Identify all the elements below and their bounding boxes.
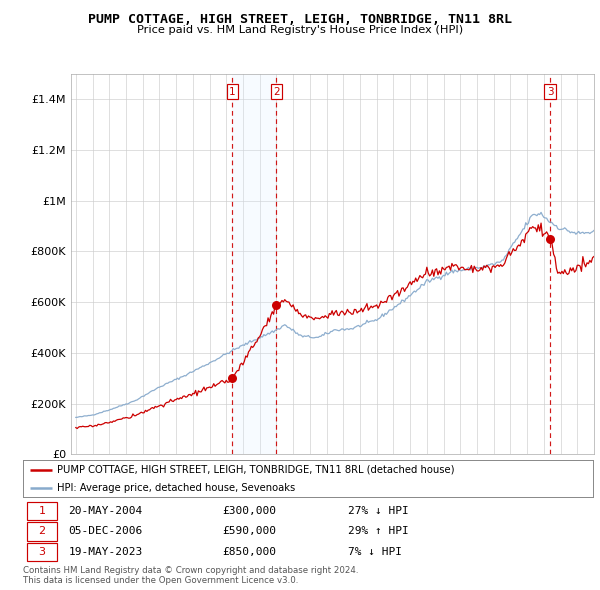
Text: 20-MAY-2004: 20-MAY-2004: [68, 506, 143, 516]
FancyBboxPatch shape: [28, 502, 57, 520]
Text: £590,000: £590,000: [223, 526, 277, 536]
Text: 3: 3: [38, 547, 46, 557]
Text: 29% ↑ HPI: 29% ↑ HPI: [348, 526, 409, 536]
Text: 1: 1: [229, 87, 236, 97]
Text: 7% ↓ HPI: 7% ↓ HPI: [348, 547, 402, 557]
Text: 2: 2: [273, 87, 280, 97]
Text: £850,000: £850,000: [223, 547, 277, 557]
FancyBboxPatch shape: [28, 523, 57, 540]
Text: PUMP COTTAGE, HIGH STREET, LEIGH, TONBRIDGE, TN11 8RL: PUMP COTTAGE, HIGH STREET, LEIGH, TONBRI…: [88, 13, 512, 26]
FancyBboxPatch shape: [28, 543, 57, 561]
Text: Price paid vs. HM Land Registry's House Price Index (HPI): Price paid vs. HM Land Registry's House …: [137, 25, 463, 35]
Text: 19-MAY-2023: 19-MAY-2023: [68, 547, 143, 557]
Text: PUMP COTTAGE, HIGH STREET, LEIGH, TONBRIDGE, TN11 8RL (detached house): PUMP COTTAGE, HIGH STREET, LEIGH, TONBRI…: [57, 465, 455, 474]
Text: HPI: Average price, detached house, Sevenoaks: HPI: Average price, detached house, Seve…: [57, 483, 295, 493]
Text: 05-DEC-2006: 05-DEC-2006: [68, 526, 143, 536]
Text: Contains HM Land Registry data © Crown copyright and database right 2024.: Contains HM Land Registry data © Crown c…: [23, 566, 358, 575]
Text: 3: 3: [547, 87, 553, 97]
Text: £300,000: £300,000: [223, 506, 277, 516]
Text: This data is licensed under the Open Government Licence v3.0.: This data is licensed under the Open Gov…: [23, 576, 298, 585]
Text: 27% ↓ HPI: 27% ↓ HPI: [348, 506, 409, 516]
Bar: [232, 74, 277, 454]
Text: 2: 2: [38, 526, 46, 536]
Text: 1: 1: [38, 506, 46, 516]
